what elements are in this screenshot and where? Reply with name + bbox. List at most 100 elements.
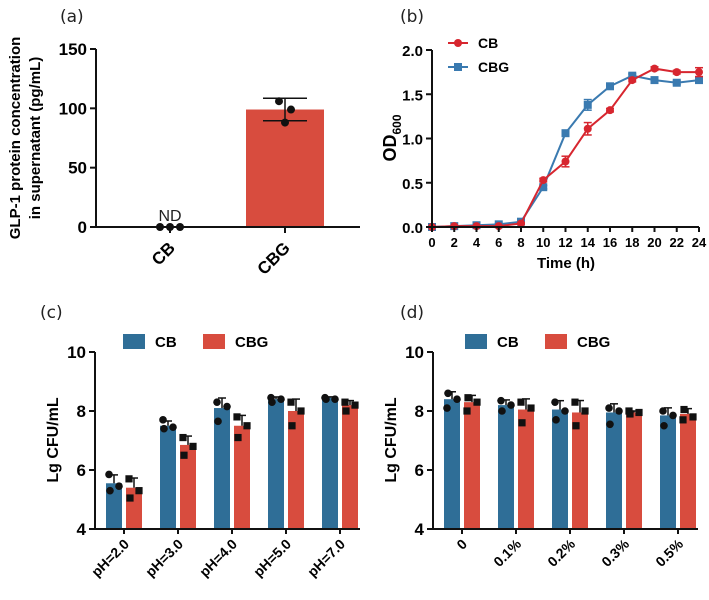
replicate-point bbox=[464, 394, 472, 402]
bar-CBG-0.5% bbox=[680, 413, 696, 529]
legend-label-CBG: CBG bbox=[478, 59, 509, 75]
replicate-point bbox=[518, 419, 526, 427]
replicate-point bbox=[287, 105, 295, 114]
x-tick-label: 0 bbox=[428, 235, 435, 250]
point-CB bbox=[650, 64, 659, 73]
legend-swatch-CB bbox=[465, 334, 487, 349]
bar-CBG-pH=5.0 bbox=[288, 411, 304, 529]
x-tick-label: pH=3.0 bbox=[142, 536, 186, 580]
x-tick-label: 0.2% bbox=[544, 535, 578, 569]
replicate-point bbox=[342, 407, 350, 415]
replicate-point bbox=[679, 416, 687, 424]
x-tick-label: 4 bbox=[473, 235, 481, 250]
replicate-point bbox=[268, 398, 276, 406]
y-tick-label: 0.0 bbox=[402, 220, 423, 237]
x-tick-label: 14 bbox=[581, 235, 596, 250]
replicate-point bbox=[572, 422, 580, 430]
bar-CB-pH=7.0 bbox=[322, 397, 338, 529]
x-tick-label: pH=4.0 bbox=[196, 536, 240, 580]
replicate-point bbox=[297, 407, 305, 415]
replicate-point bbox=[125, 475, 133, 483]
replicate-point bbox=[287, 398, 295, 406]
x-tick-label: 0.5% bbox=[652, 535, 686, 569]
y-tick-label: 10 bbox=[405, 343, 424, 362]
x-tick-label: 18 bbox=[625, 235, 639, 250]
y-tick-label: 4 bbox=[415, 520, 425, 539]
point-CB bbox=[628, 76, 637, 85]
line-CB bbox=[431, 67, 699, 228]
replicate-point bbox=[517, 398, 525, 406]
x-tick-label: pH=5.0 bbox=[250, 536, 294, 580]
panel-label-c: (c) bbox=[40, 303, 63, 323]
point-CBG bbox=[695, 76, 703, 85]
replicate-point bbox=[680, 405, 688, 414]
x-tick-label: 6 bbox=[495, 235, 502, 250]
replicate-point bbox=[160, 424, 168, 433]
replicate-point bbox=[159, 416, 167, 424]
legend-swatch-CBG bbox=[203, 334, 225, 349]
replicate-point bbox=[453, 395, 461, 404]
bar-CB-0.1% bbox=[498, 405, 514, 529]
bar-CB-pH=5.0 bbox=[268, 399, 284, 529]
bar-CBG-0 bbox=[464, 402, 480, 529]
replicate-point bbox=[126, 494, 134, 502]
legend-label-CB: CB bbox=[155, 334, 177, 351]
replicate-point bbox=[223, 402, 231, 411]
replicate-point bbox=[660, 421, 668, 430]
replicate-point bbox=[105, 470, 113, 479]
x-tick-label: pH=2.0 bbox=[88, 536, 132, 580]
replicate-point bbox=[615, 407, 623, 415]
y-tick-label: 2.0 bbox=[402, 43, 423, 60]
replicate-point bbox=[243, 422, 251, 430]
point-CB bbox=[561, 157, 570, 166]
point-CBG bbox=[650, 76, 659, 85]
bar-CB-0 bbox=[444, 399, 460, 529]
point-CB bbox=[517, 219, 525, 228]
c-ylabel: Lg CFU/mL bbox=[45, 397, 62, 483]
replicate-point bbox=[606, 420, 614, 429]
y-tick-label: 8 bbox=[415, 402, 424, 421]
replicate-point bbox=[444, 389, 452, 398]
replicate-point bbox=[180, 451, 188, 459]
legend-label-CBG: CBG bbox=[577, 334, 610, 351]
line-CBG bbox=[431, 74, 700, 228]
bar-CB-pH=2.0 bbox=[106, 483, 122, 529]
bar-CBG-0.3% bbox=[626, 412, 642, 529]
bar-CBG-pH=4.0 bbox=[234, 425, 250, 529]
y-tick-label: 100 bbox=[59, 99, 87, 118]
a-ylabel-line1: GLP-1 protein concentration bbox=[7, 37, 24, 240]
point-CB bbox=[606, 106, 614, 115]
bar-CB-0.2% bbox=[552, 409, 568, 529]
point-CBG bbox=[606, 82, 614, 91]
point-CBG bbox=[539, 183, 548, 192]
replicate-point bbox=[605, 404, 613, 412]
replicate-point bbox=[552, 416, 560, 424]
y-tick-label: 6 bbox=[415, 461, 424, 480]
replicate-point bbox=[463, 407, 471, 415]
y-tick-label: 150 bbox=[59, 40, 87, 59]
replicate-point bbox=[277, 395, 285, 404]
x-tick-label: 0 bbox=[453, 536, 470, 553]
bar-CBG-pH=7.0 bbox=[342, 405, 358, 529]
replicate-point bbox=[497, 396, 505, 405]
a-ylabel-line2: in supernatant (pg/mL) bbox=[27, 57, 44, 220]
y-tick-label: 10 bbox=[67, 343, 86, 362]
y-tick-label: 0 bbox=[78, 218, 87, 237]
x-tick-label: CB bbox=[148, 238, 179, 269]
y-tick-label: 0.5 bbox=[402, 176, 423, 193]
legend-label-CB: CB bbox=[497, 334, 519, 351]
bar-CBG bbox=[246, 109, 324, 227]
x-tick-label: CBG bbox=[254, 238, 294, 278]
point-CBG bbox=[583, 100, 592, 109]
bar-CB-pH=3.0 bbox=[160, 425, 176, 529]
replicate-point bbox=[179, 433, 187, 442]
replicate-point bbox=[288, 422, 296, 430]
legend-swatch-CBG bbox=[545, 334, 567, 349]
replicate-point bbox=[275, 97, 283, 106]
replicate-point bbox=[351, 401, 359, 409]
replicate-point bbox=[507, 401, 515, 409]
replicate-point bbox=[571, 398, 579, 406]
replicate-point bbox=[213, 398, 221, 406]
bar-CBG-pH=3.0 bbox=[180, 444, 196, 529]
